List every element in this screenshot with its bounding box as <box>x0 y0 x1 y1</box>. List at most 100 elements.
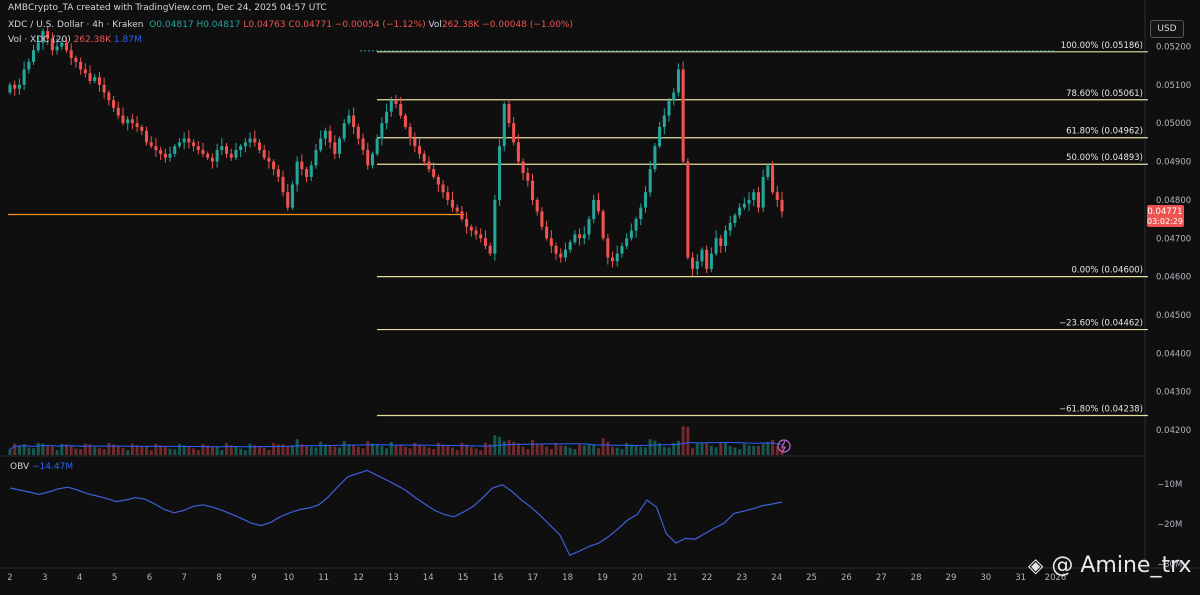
candle-body-119 <box>568 242 572 250</box>
price-tick-6: 0.04600 <box>1156 273 1191 283</box>
volume-bar-30 <box>149 450 153 455</box>
volume-bar-94 <box>450 447 455 455</box>
volume-bar-129 <box>615 447 619 455</box>
symbol-legend[interactable]: XDC / U.S. Dollar · 4h · Kraken O0.04817… <box>8 20 573 30</box>
volume-bar-15 <box>79 449 83 455</box>
volume-bar-92 <box>441 444 445 455</box>
volume-bar-163 <box>775 446 779 455</box>
price-axis[interactable]: 0.05200 0.05100 0.05000 0.04900 0.04800 0.047… <box>1156 42 1191 436</box>
candle-body-145 <box>691 257 695 269</box>
price-tick-3: 0.04900 <box>1156 158 1191 168</box>
volume-bar-66 <box>319 441 323 455</box>
candle-body-135 <box>643 192 648 208</box>
volume-bar-46 <box>225 442 229 455</box>
volume-bar-64 <box>309 446 313 455</box>
candle-body-117 <box>559 253 563 258</box>
candle-body-51 <box>248 138 252 143</box>
candle-body-79 <box>380 123 384 139</box>
candle-body-136 <box>648 169 652 193</box>
candle-body-18 <box>93 77 97 81</box>
fib-label-1: 78.60% (0.05061) <box>1066 89 1143 99</box>
volume-bar-37 <box>182 445 186 455</box>
candle-body-57 <box>276 169 280 177</box>
watermark: ◈ @ Amine_trx <box>1028 553 1192 578</box>
time-tick-21: 23 <box>736 573 747 583</box>
time-tick-17: 19 <box>597 573 608 583</box>
volume-bar-6 <box>36 442 40 455</box>
candle-body-144 <box>686 161 690 258</box>
candle-body-103 <box>493 199 497 254</box>
candle-body-55 <box>267 157 271 162</box>
candle-body-146 <box>695 261 699 269</box>
volume-bar-54 <box>262 447 266 455</box>
volume-bar-60 <box>290 445 294 455</box>
obv-polyline <box>9 469 783 556</box>
volume-bar-5 <box>32 448 36 455</box>
candle-body-62 <box>300 161 304 170</box>
candle-body-111 <box>530 180 535 200</box>
volume-bar-61 <box>295 439 299 455</box>
volume-bar-142 <box>676 440 680 455</box>
candle-body-104 <box>498 146 502 200</box>
candle-body-38 <box>187 138 191 143</box>
volume-legend[interactable]: Vol · XDC (20) 262.38K 1.87M <box>8 35 142 45</box>
candle-body-12 <box>64 42 69 51</box>
volume-bar-25 <box>126 450 130 455</box>
time-tick-7: 9 <box>251 573 256 583</box>
candle-body-139 <box>662 115 666 128</box>
volume-bar-156 <box>742 443 746 455</box>
volume-bar-9 <box>50 446 54 455</box>
volume-bar-107 <box>512 441 516 455</box>
candle-body-73 <box>352 115 356 128</box>
candle-body-155 <box>738 207 742 216</box>
candle-body-123 <box>587 219 591 235</box>
volume-bar-21 <box>107 442 111 455</box>
volume-bar-108 <box>516 443 520 455</box>
candle-body-40 <box>196 146 200 151</box>
time-tick-12: 14 <box>423 573 434 583</box>
volume-bar-157 <box>747 445 751 455</box>
volume-bar-121 <box>578 443 582 455</box>
volume-bar-49 <box>239 448 243 455</box>
candle-body-81 <box>389 100 393 112</box>
volume-bar-0 <box>8 449 12 455</box>
alert-icon[interactable] <box>777 439 791 453</box>
vol-ma-label[interactable]: Vol · XDC (20) <box>8 35 71 45</box>
currency-button[interactable]: USD <box>1150 20 1184 38</box>
candle-body-140 <box>667 100 671 116</box>
candle-body-149 <box>709 253 713 269</box>
volume-bar-67 <box>323 444 327 455</box>
volume-bar-126 <box>601 438 605 455</box>
candle-body-19 <box>97 77 101 85</box>
volume-bar-16 <box>83 443 87 455</box>
obv-legend[interactable]: OBV −14.47M <box>10 462 73 472</box>
volume-bar-100 <box>479 450 483 455</box>
volume-bar-137 <box>653 440 657 455</box>
candle-body-17 <box>88 73 92 81</box>
volume-bar-150 <box>714 447 718 455</box>
time-tick-15: 17 <box>527 573 538 583</box>
price-label-countdown: 03:02:29 <box>1147 217 1183 226</box>
symbol-name[interactable]: XDC / U.S. Dollar · 4h · Kraken <box>8 20 144 30</box>
volume-bar-20 <box>102 449 106 455</box>
candle-body-41 <box>201 150 205 154</box>
volume-ma-line <box>9 442 783 450</box>
volume-bar-134 <box>639 446 643 455</box>
candle-body-151 <box>719 238 723 246</box>
volume-bar-86 <box>413 442 417 455</box>
volume-bar-42 <box>206 445 210 455</box>
time-tick-26: 28 <box>911 573 922 583</box>
candle-body-56 <box>272 161 276 170</box>
volume-bar-116 <box>554 442 558 455</box>
candle-body-148 <box>705 249 709 269</box>
price-tick-8: 0.04400 <box>1156 349 1191 359</box>
time-tick-27: 29 <box>946 573 957 583</box>
volume-bar-117 <box>559 445 563 455</box>
price-tick-9: 0.04300 <box>1156 388 1191 398</box>
candle-body-99 <box>474 230 478 235</box>
time-axis[interactable]: 2 3 4 5 6 7 8 9 10 11 12 13 14 15 16 17 18 19 20 21 22 23 24 25… <box>7 573 1066 583</box>
candle-body-82 <box>394 100 398 104</box>
candle-body-85 <box>408 127 412 139</box>
